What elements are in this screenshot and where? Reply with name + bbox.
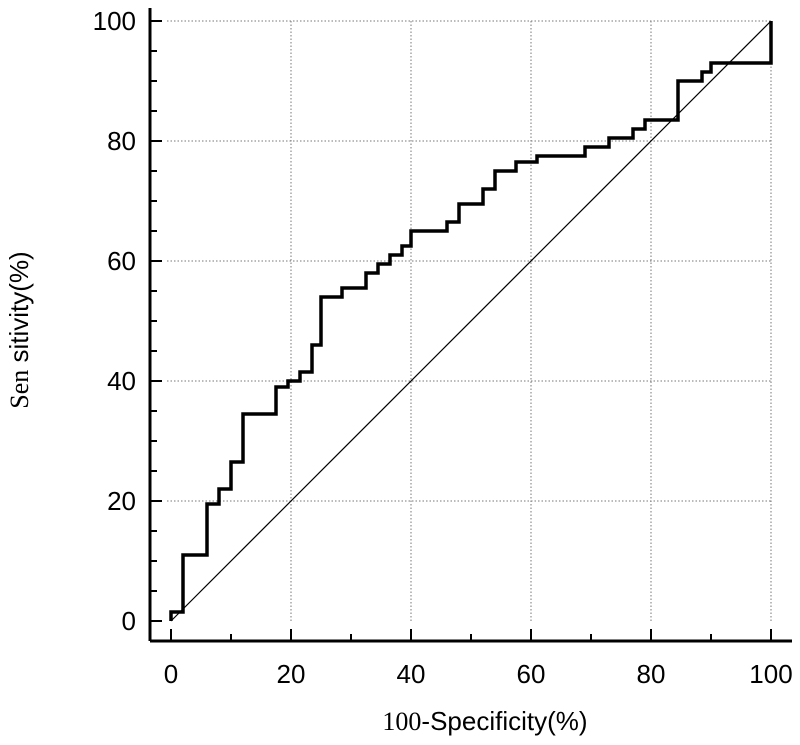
axes [148,8,792,643]
y-axis-title-prefix: Sen [5,370,34,409]
y-tick-label: 20 [107,486,136,516]
y-axis-title-suffix: sitivity(%) [4,251,34,369]
x-tick-label: 20 [277,659,306,689]
x-tick-label: 100 [749,659,792,689]
y-tick-label: 40 [107,366,136,396]
x-tick-label: 60 [517,659,546,689]
x-tick-label: 0 [164,659,178,689]
x-tick-label: 40 [397,659,426,689]
x-axis-title-text: -Specificity(%) [421,706,587,736]
x-axis-title-number: 100 [382,707,421,736]
x-tick-label: 80 [637,659,666,689]
y-tick-label: 80 [107,126,136,156]
y-tick-label: 60 [107,246,136,276]
reference-diagonal-line [170,20,772,622]
roc-curve [169,21,773,621]
x-axis-title: 100-Specificity(%) [382,706,587,736]
y-tick-label: 100 [93,6,136,36]
grid-lines [167,20,772,623]
y-tick-label: 0 [122,606,136,636]
tick-labels: 0 20 40 60 80 100 0 20 40 60 80 100 [93,6,793,689]
y-axis-title: Sen sitivity(%) [4,251,34,408]
data-series [169,20,773,622]
